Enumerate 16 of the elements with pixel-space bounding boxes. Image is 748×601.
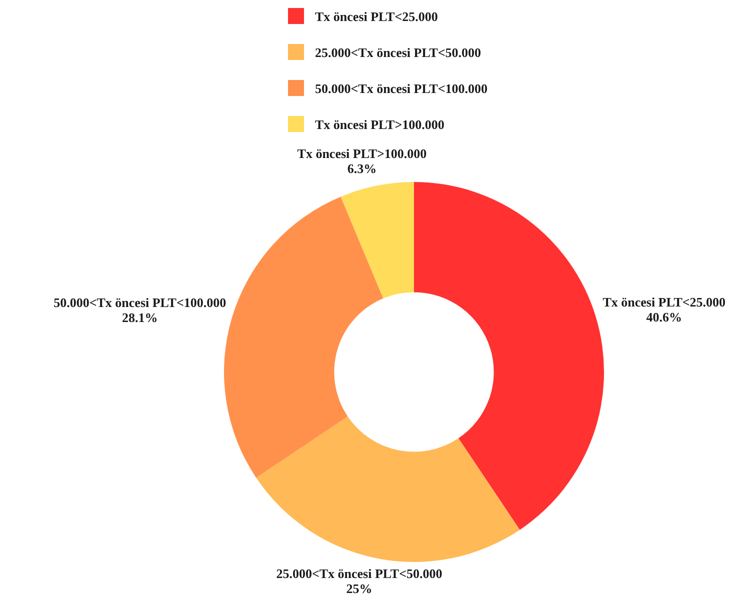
legend-label: 50.000<Tx öncesi PLT<100.000 xyxy=(315,81,488,96)
legend-label: Tx öncesi PLT<25.000 xyxy=(315,9,438,24)
donut-slice xyxy=(256,416,520,562)
slice-label: 25.000<Tx öncesi PLT<50.000 xyxy=(276,566,442,581)
legend-label: 25.000<Tx öncesi PLT<50.000 xyxy=(315,45,482,60)
data-label: 6.3% xyxy=(347,161,377,176)
slice-label: Tx öncesi PLT<25.000 xyxy=(602,294,726,310)
slice-label: 50.000<Tx öncesi PLT<100.000 xyxy=(54,295,226,310)
data-label: 28.1% xyxy=(122,310,158,326)
slice-label: Tx öncesi PLT>100.000 xyxy=(297,146,427,162)
donut-slice xyxy=(340,182,414,298)
data-label: 25% xyxy=(346,581,372,596)
legend-label: Tx öncesi PLT>100.000 xyxy=(315,117,444,132)
donut-slice xyxy=(414,182,604,530)
data-label: 40.6% xyxy=(646,309,682,324)
donut-slice xyxy=(224,196,384,478)
